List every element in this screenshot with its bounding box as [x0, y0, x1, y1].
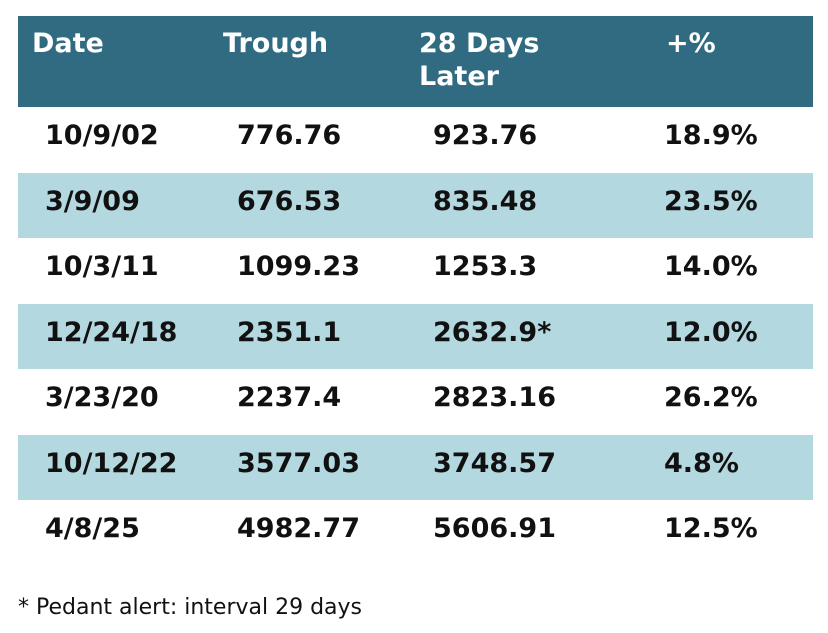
- cell-date: 3/23/20: [45, 382, 159, 413]
- cell-date: 10/12/22: [45, 447, 178, 479]
- table-row: 10/9/02 776.76 923.76 18.9%: [18, 107, 813, 173]
- cell-28-days-later: 1253.3: [433, 251, 538, 282]
- header-28-days-later: 28 Days Later: [419, 28, 540, 92]
- cell-28-days-later: 2632.9*: [433, 316, 552, 348]
- cell-percent: 23.5%: [664, 185, 758, 217]
- cell-trough: 2237.4: [237, 382, 342, 413]
- header-trough: Trough: [223, 28, 329, 59]
- cell-trough: 676.53: [237, 185, 342, 217]
- cell-percent: 14.0%: [664, 251, 758, 282]
- table-row: 10/3/11 1099.23 1253.3 14.0%: [18, 238, 813, 304]
- table-row: 3/23/20 2237.4 2823.16 26.2%: [18, 369, 813, 435]
- table-row: 12/24/18 2351.1 2632.9* 12.0%: [18, 303, 813, 369]
- table-header: Date Trough 28 Days Later +%: [18, 16, 813, 107]
- header-date: Date: [32, 28, 104, 59]
- cell-percent: 18.9%: [664, 120, 758, 151]
- cell-28-days-later: 835.48: [433, 185, 538, 217]
- cell-date: 12/24/18: [45, 316, 178, 348]
- cell-date: 10/9/02: [45, 120, 159, 151]
- table-row: 10/12/22 3577.03 3748.57 4.8%: [18, 434, 813, 500]
- cell-trough: 4982.77: [237, 513, 360, 544]
- cell-percent: 4.8%: [664, 447, 739, 479]
- cell-trough: 2351.1: [237, 316, 342, 348]
- table-row: 4/8/25 4982.77 5606.91 12.5%: [18, 500, 813, 566]
- cell-date: 10/3/11: [45, 251, 159, 282]
- cell-percent: 12.5%: [664, 513, 758, 544]
- header-percent: +%: [666, 28, 716, 59]
- cell-trough: 3577.03: [237, 447, 360, 479]
- cell-28-days-later: 923.76: [433, 120, 538, 151]
- footnote: * Pedant alert: interval 29 days: [18, 595, 363, 620]
- cell-date: 4/8/25: [45, 513, 140, 544]
- cell-trough: 1099.23: [237, 251, 360, 282]
- cell-trough: 776.76: [237, 120, 342, 151]
- data-table: Date Trough 28 Days Later +% 10/9/02 776…: [18, 16, 813, 566]
- cell-percent: 12.0%: [664, 316, 758, 348]
- cell-28-days-later: 5606.91: [433, 513, 556, 544]
- table-row: 3/9/09 676.53 835.48 23.5%: [18, 172, 813, 238]
- cell-28-days-later: 3748.57: [433, 447, 556, 479]
- cell-date: 3/9/09: [45, 185, 140, 217]
- cell-percent: 26.2%: [664, 382, 758, 413]
- cell-28-days-later: 2823.16: [433, 382, 556, 413]
